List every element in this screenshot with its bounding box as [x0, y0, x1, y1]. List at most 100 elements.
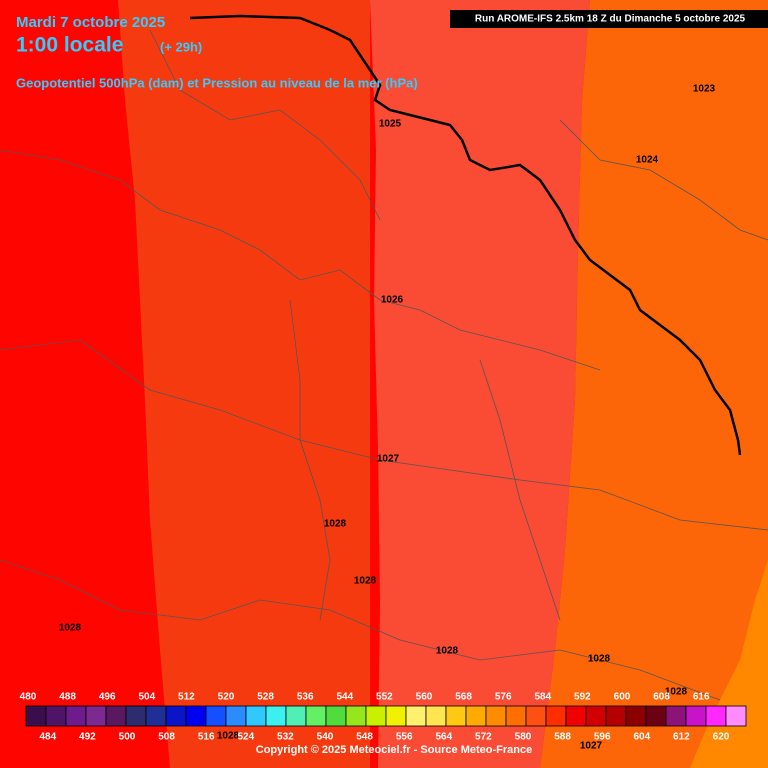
colorbar-label: 552 — [376, 692, 393, 703]
colorbar-label: 608 — [653, 692, 670, 703]
colorbar-box — [505, 705, 527, 727]
colorbar-label: 572 — [475, 732, 492, 743]
border — [479, 359, 561, 621]
border — [0, 149, 601, 371]
lead-time: (+ 29h) — [160, 39, 202, 54]
isobar-label: 1027 — [377, 454, 400, 465]
colorbar-box — [325, 705, 347, 727]
isobar-label: 1028 — [324, 519, 347, 530]
border — [559, 119, 768, 241]
copyright: Copyright © 2025 Meteociel.fr - Source M… — [256, 744, 532, 756]
colorbar-box — [725, 705, 747, 727]
colorbar-label: 576 — [495, 692, 512, 703]
colorbar-box — [525, 705, 547, 727]
band-592 — [690, 560, 768, 768]
colorbar-label: 568 — [455, 692, 472, 703]
colorbar-box — [625, 705, 647, 727]
colorbar-label: 556 — [396, 732, 413, 743]
colorbar-label: 592 — [574, 692, 591, 703]
run-info: Run AROME-IFS 2.5km 18 Z du Dimanche 5 o… — [475, 14, 746, 25]
isobar-labels: 1023 1024 1025 1026 1027 1028 1028 1028 1028 1028… — [59, 84, 716, 752]
colorbar-label: 488 — [59, 692, 76, 703]
isobar-label: 1024 — [636, 155, 659, 166]
colorbar-box — [245, 705, 267, 727]
colorbar-label: 616 — [693, 692, 710, 703]
colorbar-label: 504 — [138, 692, 155, 703]
isobar-label: 1025 — [379, 119, 402, 130]
isobar-label: 1028 — [588, 654, 611, 665]
colorbar-box — [585, 705, 607, 727]
colorbar-label: 516 — [198, 732, 215, 743]
colorbar-label: 540 — [317, 732, 334, 743]
colorbar-label: 524 — [237, 732, 254, 743]
colorbar-box — [565, 705, 587, 727]
colorbar-box — [205, 705, 227, 727]
colorbar-box — [385, 705, 407, 727]
isobar-label: 1028 — [436, 646, 459, 657]
colorbar-label: 544 — [336, 692, 353, 703]
regional-borders — [0, 29, 768, 701]
colorbar-box — [105, 705, 127, 727]
colorbar-box — [545, 705, 567, 727]
band-588 — [540, 0, 768, 768]
colorbar-label: 508 — [158, 732, 175, 743]
colorbar-label: 512 — [178, 692, 195, 703]
colorbar-box — [365, 705, 387, 727]
border — [149, 29, 381, 221]
colorbar-box — [25, 705, 47, 727]
colorbar-box — [65, 705, 87, 727]
colorbar-label: 496 — [99, 692, 116, 703]
isobar-label: 1023 — [693, 84, 716, 95]
colorbar-box — [165, 705, 187, 727]
colorbar-box — [465, 705, 487, 727]
field-name: Geopotentiel 500hPa (dam) et Pression au… — [16, 75, 418, 90]
colorbar-label: 500 — [119, 732, 136, 743]
colorbar-label: 536 — [297, 692, 314, 703]
colorbar-box — [645, 705, 667, 727]
colorbar-box — [425, 705, 447, 727]
colorbar-box — [85, 705, 107, 727]
colorbar-label: 560 — [416, 692, 433, 703]
colorbar-box — [685, 705, 707, 727]
colorbar-label: 520 — [218, 692, 235, 703]
isobar-label: 1026 — [381, 295, 404, 306]
colorbar-box — [605, 705, 627, 727]
colorbar-box — [145, 705, 167, 727]
colorbar-box — [665, 705, 687, 727]
time: 1:00 locale — [16, 34, 123, 57]
colorbar-box — [445, 705, 467, 727]
colorbar-label: 604 — [633, 732, 650, 743]
colorbar-label: 532 — [277, 732, 294, 743]
border — [289, 299, 331, 621]
date: Mardi 7 octobre 2025 — [16, 14, 165, 31]
isobar-label: 1028 — [59, 623, 82, 634]
colorbar-label: 580 — [515, 732, 532, 743]
colorbar-label: 528 — [257, 692, 274, 703]
isobar-label: 1027 — [580, 741, 603, 752]
band-584 — [370, 0, 590, 768]
isobar-label: 1028 — [217, 731, 240, 742]
colorbar-box — [45, 705, 67, 727]
colorbar: 480 484 488 492 496 500 504 508 512 516 520 524 528 5… — [20, 692, 747, 743]
colorbar-label: 612 — [673, 732, 690, 743]
border — [0, 339, 768, 531]
colorbar-label: 620 — [713, 732, 730, 743]
colorbar-box — [185, 705, 207, 727]
colorbar-box — [225, 705, 247, 727]
border — [0, 559, 721, 701]
colorbar-box — [485, 705, 507, 727]
colorbar-box — [285, 705, 307, 727]
country-border — [189, 14, 742, 456]
isobar-label: 1028 — [354, 576, 377, 587]
run-box — [450, 10, 768, 28]
colorbar-label: 584 — [534, 692, 551, 703]
colorbar-box — [705, 705, 727, 727]
colorbar-label: 548 — [356, 732, 373, 743]
isobar-label: 1028 — [665, 687, 688, 698]
colorbar-label: 480 — [20, 692, 37, 703]
colorbar-label: 564 — [435, 732, 452, 743]
colorbar-box — [345, 705, 367, 727]
